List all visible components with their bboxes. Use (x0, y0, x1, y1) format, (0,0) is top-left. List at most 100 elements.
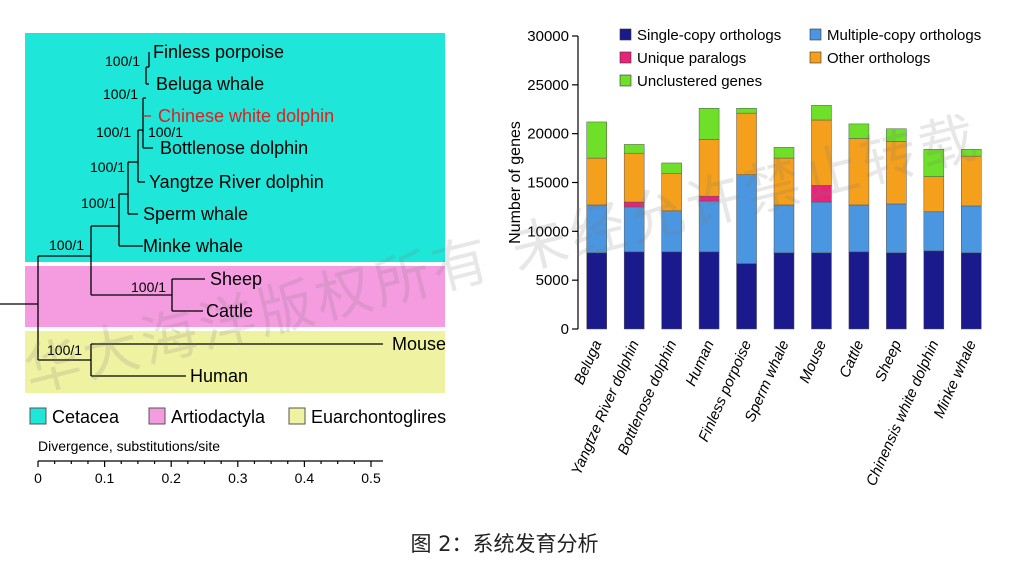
taxon-label: Human (190, 366, 248, 386)
taxon-label: Beluga whale (156, 74, 264, 94)
bar-segment (623, 206, 645, 253)
bar-segment (961, 252, 982, 330)
bar-segment (698, 200, 720, 253)
legend-swatch-artiodactyla (148, 407, 166, 425)
support-label: 100/1 (105, 53, 140, 69)
legend-label-artiodactyla: Artiodactyla (171, 407, 266, 427)
y-tick-label: 10000 (527, 223, 569, 240)
bar-segment (623, 144, 645, 154)
bar-segment (886, 252, 907, 330)
bar-segment (623, 201, 645, 208)
bar-segment (961, 149, 982, 157)
bar-segment (848, 204, 870, 253)
y-tick-label: 25000 (527, 77, 569, 94)
bar-segment (586, 252, 607, 330)
taxon-label: Chinese white dolphin (158, 106, 334, 126)
bar-segment (923, 149, 945, 177)
bar-segment (698, 251, 720, 330)
taxon-label: Yangtze River dolphin (149, 172, 324, 192)
bar-segment (623, 152, 645, 203)
legend-label-euarchontoglires: Euarchontoglires (311, 407, 446, 427)
bar-segment (586, 157, 607, 206)
bar-segment (811, 252, 832, 330)
bar-segment (886, 128, 907, 142)
support-label: 100/1 (49, 237, 84, 253)
y-tick-label: 20000 (527, 126, 569, 143)
bar-segment (848, 123, 870, 139)
divergence-tick-label: 0.1 (95, 470, 115, 486)
bar-segment (923, 176, 945, 213)
bar-segment (736, 263, 757, 330)
y-axis-title: Number of genes (507, 121, 524, 244)
taxon-label: Minke whale (143, 236, 243, 256)
bar-segment (848, 251, 870, 330)
divergence-axis-title: Divergence, substitutions/site (38, 438, 220, 454)
bar-segment (848, 138, 870, 206)
divergence-tick-label: 0 (34, 470, 42, 486)
support-label: 100/1 (131, 279, 166, 295)
legend-label: Unique paralogs (637, 50, 746, 67)
legend-label: Multiple-copy orthologs (827, 27, 981, 44)
divergence-tick-label: 0.3 (228, 470, 248, 486)
bar-segment (623, 251, 645, 330)
bar-segment (698, 195, 720, 202)
bar-segment (661, 251, 682, 330)
legend-label: Other orthologs (827, 50, 930, 67)
legend-swatch-cetacea (29, 407, 47, 425)
category-label: Yangtze River dolphin (568, 338, 643, 478)
divergence-tick-label: 0.5 (361, 470, 381, 486)
support-label: 100/1 (81, 195, 116, 211)
divergence-tick-label: 0.4 (295, 470, 315, 486)
cetacea-band (25, 33, 445, 262)
bar-segment (961, 205, 982, 254)
taxon-label: Sperm whale (143, 204, 248, 224)
divergence-axis (37, 460, 383, 467)
support-label: 100/1 (90, 159, 125, 175)
legend-swatch-euarchontoglires (288, 407, 306, 425)
taxon-label: Bottlenose dolphin (160, 138, 308, 158)
taxon-label: Cattle (206, 301, 253, 321)
support-label: 100/1 (103, 86, 138, 102)
category-label: Sheep (872, 338, 905, 385)
bar-segment (811, 201, 832, 254)
taxon-label: Finless porpoise (153, 42, 284, 62)
bar-segment (811, 119, 832, 186)
phylogenetic-tree-panel: Finless porpoise Beluga whale Chinese wh… (0, 33, 446, 486)
bar-segment (773, 147, 795, 159)
y-tick-label: 30000 (527, 28, 569, 45)
support-label: 100/1 (47, 342, 82, 358)
bar-segment (886, 141, 907, 205)
legend-swatch (809, 51, 822, 64)
tree-branches (0, 66, 383, 377)
euarchontoglires-band (25, 331, 445, 393)
support-label: 100/1 (96, 124, 131, 140)
bar-segment (773, 252, 795, 330)
bar-segment (661, 173, 682, 212)
bar-segment (811, 105, 832, 121)
divergence-tick-label: 0.2 (161, 470, 181, 486)
figure-caption: 图 2：系统发育分析 (410, 532, 599, 556)
bar-segment (923, 250, 945, 330)
bar-segment (661, 162, 682, 174)
legend-swatch (619, 28, 632, 41)
bar-segment (923, 211, 945, 252)
legend-swatch (619, 74, 632, 87)
bar-segment (736, 174, 757, 264)
bar-segment (961, 155, 982, 207)
taxon-label: Sheep (210, 269, 262, 289)
bar-segment (586, 121, 607, 159)
y-tick-label: 0 (561, 321, 569, 338)
bar-segment (773, 204, 795, 254)
bar-segment (698, 108, 720, 140)
bar-segment (661, 210, 682, 253)
legend-swatch (619, 51, 632, 64)
category-label: Beluga (571, 338, 606, 388)
y-tick-label: 15000 (527, 175, 569, 192)
bar-segment (886, 203, 907, 254)
bar-segment (736, 108, 757, 114)
y-tick-label: 5000 (536, 272, 569, 289)
bar-segment (586, 204, 607, 254)
bar-segment (811, 185, 832, 203)
category-label: Mouse (796, 338, 830, 386)
taxon-label: Mouse (392, 334, 446, 354)
